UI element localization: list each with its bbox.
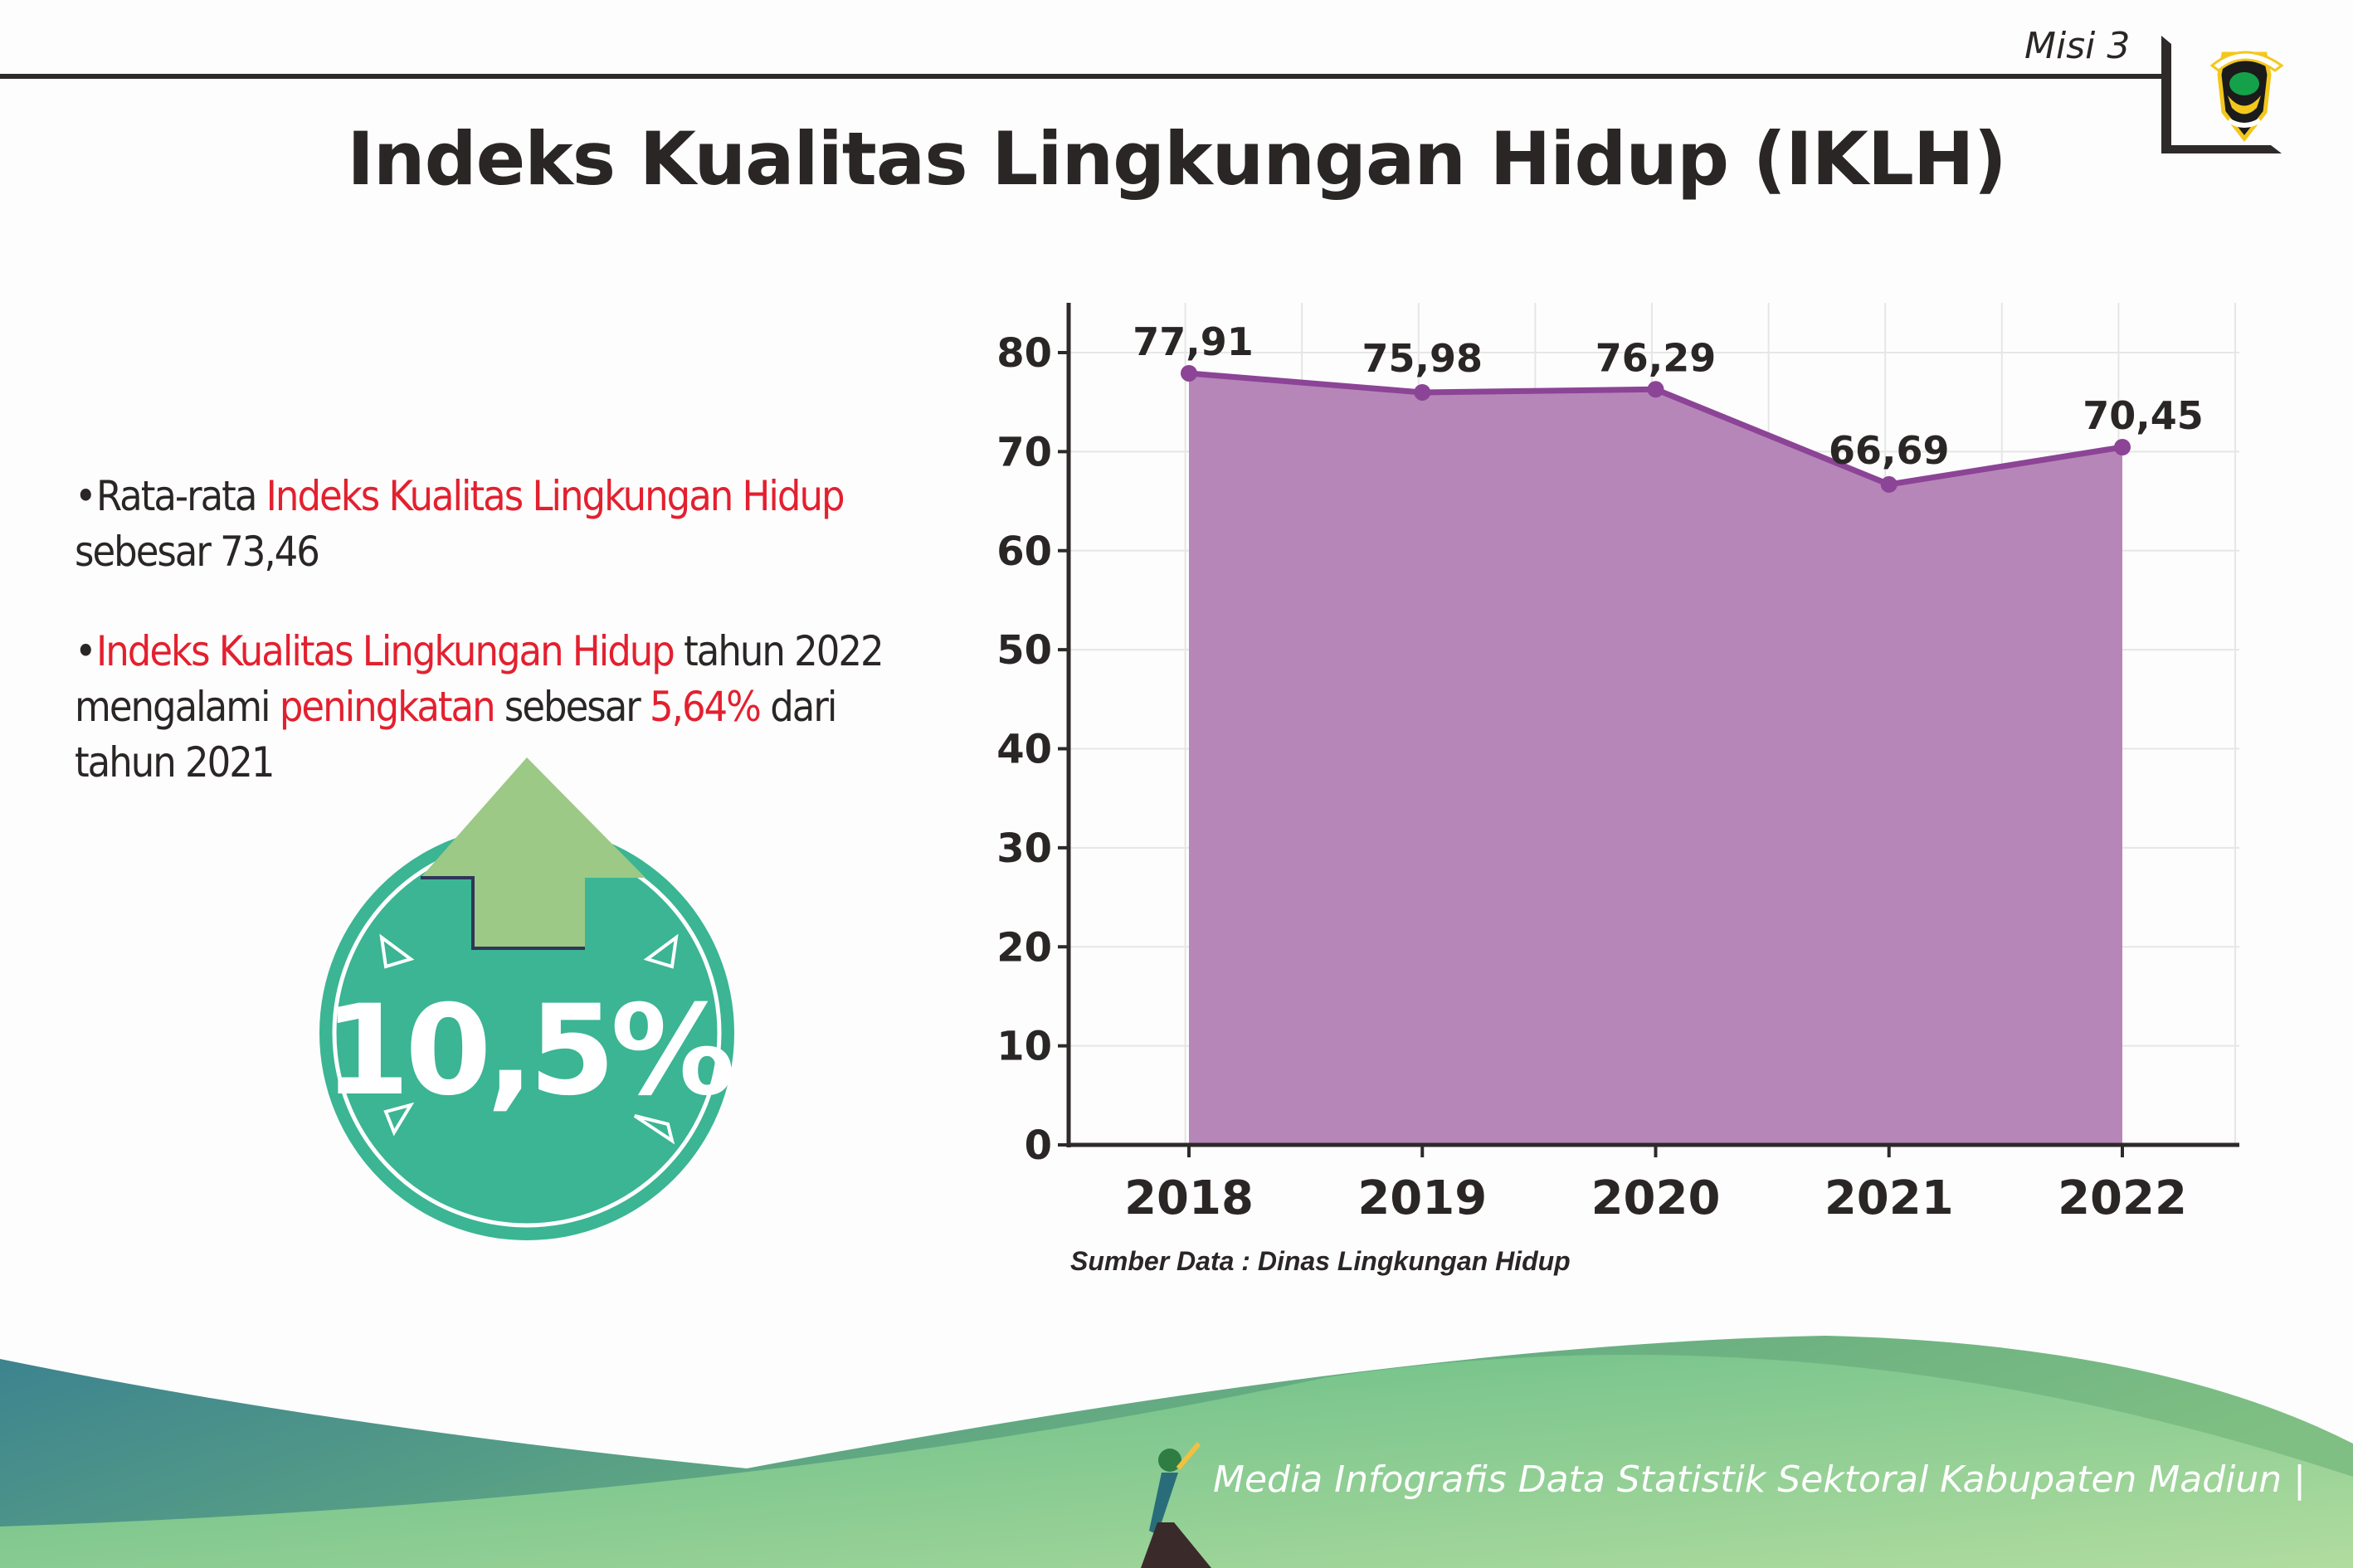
x-tick-label: 2022	[2058, 1171, 2187, 1225]
bullet-highlight: peningkatan	[279, 683, 496, 731]
bullet-change: •Indeks Kualitas Lingkungan Hidup tahun …	[75, 624, 921, 791]
mascot-logo-icon	[1141, 1442, 1211, 1568]
y-tick-label: 10	[996, 1024, 1052, 1070]
arrow-up-icon	[421, 757, 645, 950]
data-point	[1414, 383, 1431, 401]
header-divider	[0, 74, 2161, 79]
growth-badge	[319, 757, 734, 1240]
growth-percentage: 10,5%	[323, 979, 735, 1123]
bullet-text: sebesar	[494, 683, 650, 731]
x-tick-label: 2021	[1824, 1171, 1954, 1225]
data-label: 75,98	[1362, 336, 1483, 381]
bullet-highlight: Indeks Kualitas Lingkungan Hidup	[96, 627, 675, 675]
emblem-logo	[2161, 36, 2284, 153]
x-tick-label: 2020	[1591, 1171, 1721, 1225]
bullet-highlight: 5,64%	[650, 683, 762, 731]
y-tick-label: 40	[996, 727, 1052, 773]
data-label: 76,29	[1595, 335, 1717, 380]
bullet-text: tahun 2022 mengalami	[75, 627, 884, 731]
area-fill	[1189, 373, 2122, 1146]
bullet-text: dari tahun 2021	[75, 683, 837, 786]
y-tick-label: 60	[996, 528, 1052, 575]
data-point	[2114, 439, 2131, 456]
data-point	[1647, 381, 1664, 398]
bullet-dot: •	[75, 472, 97, 520]
sparkle-icon	[379, 933, 679, 1145]
x-tick-label: 2018	[1124, 1171, 1254, 1225]
y-tick-label: 80	[996, 330, 1052, 377]
bullet-highlight: Indeks Kualitas Lingkungan Hidup	[266, 472, 845, 520]
y-tick-label: 30	[996, 825, 1052, 872]
iklh-area-chart: 0 10 20 30 40 50 60 70 80 2018 77,91 2019 75,98 2020 7…	[996, 303, 2239, 1225]
bullet-text: Rata-rata	[96, 472, 266, 520]
data-label: 77,91	[1133, 319, 1254, 364]
data-label: 70,45	[2083, 393, 2204, 438]
data-point	[1181, 364, 1197, 382]
y-tick-label: 70	[996, 429, 1052, 475]
y-tick-label: 0	[1025, 1122, 1052, 1169]
data-label: 66,69	[1829, 428, 1950, 473]
page-title: Indeks Kualitas Lingkungan Hidup (IKLH)	[347, 116, 2007, 202]
data-point	[1880, 475, 1898, 493]
bullet-dot: •	[75, 627, 97, 675]
y-tick-label: 50	[996, 627, 1052, 674]
data-source: Sumber Data : Dinas Lingkungan Hidup	[1070, 1246, 1571, 1276]
bullet-average: •Rata-rata Indeks Kualitas Lingkungan Hi…	[75, 469, 904, 580]
y-tick-label: 20	[996, 924, 1052, 971]
mission-label: Misi 3	[2024, 25, 2131, 67]
bullet-text: sebesar 73,46	[75, 528, 320, 576]
x-tick-label: 2019	[1357, 1171, 1487, 1225]
footer-wave	[0, 1336, 2353, 1568]
footer-caption: Media Infografis Data Statistik Sektoral…	[1213, 1458, 2306, 1501]
